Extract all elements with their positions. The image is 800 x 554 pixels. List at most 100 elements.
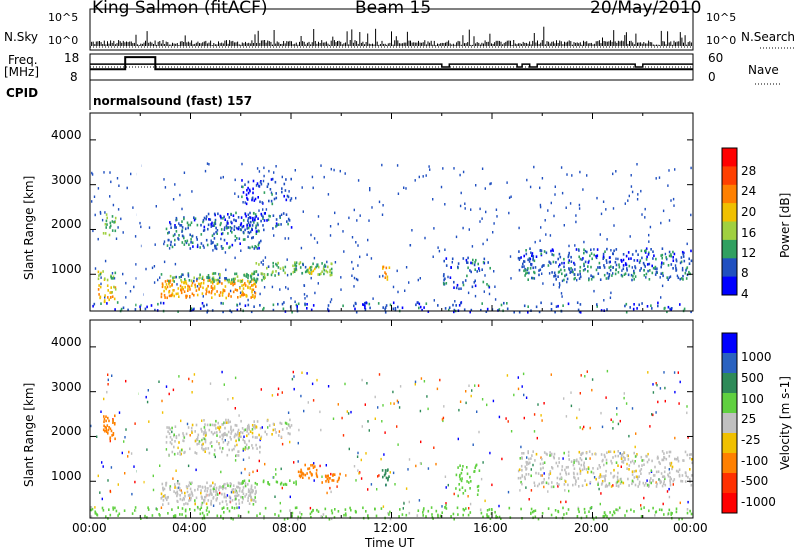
power-cell [178, 276, 181, 279]
velocity-cell [222, 435, 224, 438]
power-cell [169, 243, 172, 247]
velocity-cell [526, 461, 529, 464]
power-cell [560, 292, 563, 295]
velocity-cell [131, 492, 133, 496]
velocity-cell [461, 477, 463, 480]
velocity-cell [608, 483, 610, 487]
velocity-cell [221, 433, 224, 437]
power-cell [242, 219, 245, 222]
velocity-cell [650, 481, 652, 485]
power-cell [174, 262, 177, 266]
velocity-cell [560, 500, 562, 504]
power-cell [184, 240, 187, 243]
power-cell [382, 204, 384, 207]
power-cell [164, 186, 167, 189]
velocity-cell [202, 433, 205, 436]
power-cell [570, 267, 572, 270]
power-cell [453, 286, 455, 289]
power-cell [241, 290, 244, 293]
velocity-cell [431, 513, 433, 516]
velocity-cell [143, 480, 145, 484]
velocity-cell [513, 393, 515, 397]
velocity-cell [160, 492, 163, 496]
power-cell [612, 252, 614, 255]
power-cell [561, 295, 563, 298]
power-cell [340, 288, 342, 291]
power-cell [168, 281, 170, 284]
power-cell [285, 213, 288, 216]
power-cell [223, 238, 226, 242]
power-cell [190, 238, 192, 241]
power-cell [247, 246, 250, 249]
power-cell [208, 163, 210, 166]
power-cell [610, 249, 612, 252]
power-cell [382, 267, 384, 270]
power-cell [445, 264, 448, 267]
power-cell [644, 216, 646, 219]
power-cell [453, 280, 455, 284]
power-cell [279, 216, 281, 219]
power-cell [326, 260, 328, 264]
power-cell [404, 289, 406, 292]
power-cell [266, 219, 268, 222]
velocity-cell [677, 457, 679, 461]
velocity-cell [166, 426, 168, 429]
velocity-cell [527, 462, 530, 466]
velocity-cell [385, 483, 387, 487]
power-cell [234, 272, 236, 276]
power-cell [325, 269, 327, 273]
power-cell [322, 267, 325, 271]
power-cell [558, 265, 560, 268]
velocity-cell [390, 402, 392, 405]
velocity-cell [613, 450, 616, 454]
velocity-cell [361, 378, 363, 382]
power-cell [227, 226, 230, 229]
velocity-cell [602, 458, 604, 462]
velocity-cell [195, 496, 198, 500]
power-cell [102, 270, 104, 273]
power-cell [230, 310, 233, 314]
power-cell [213, 224, 216, 227]
power-cell [170, 240, 172, 244]
velocity-cell [103, 417, 106, 421]
velocity-cell [617, 450, 619, 453]
velocity-cell [610, 418, 612, 421]
velocity-cell [123, 509, 126, 512]
velocity-cell [459, 477, 462, 481]
velocity-cell [231, 499, 234, 502]
velocity-cell [243, 439, 246, 443]
power-cell [681, 266, 684, 270]
velocity-cell [193, 508, 196, 512]
power-cell [636, 198, 639, 201]
velocity-cell [260, 388, 262, 391]
power-cell [110, 296, 112, 299]
power-cell [160, 301, 162, 305]
power-cell [249, 189, 251, 193]
velocity-cell [201, 501, 204, 505]
power-cell [384, 271, 386, 274]
velocity-cell [244, 484, 247, 488]
velocity-cell [686, 508, 689, 511]
velocity-cell [134, 506, 137, 509]
power-cell [579, 303, 582, 306]
velocity-cell [626, 509, 628, 513]
velocity-cell [224, 426, 226, 430]
power-cell [631, 266, 633, 269]
velocity-cell [595, 452, 597, 456]
velocity-cell [222, 487, 224, 491]
power-cell [323, 175, 325, 179]
power-cell [575, 248, 578, 251]
power-cell [273, 234, 275, 237]
power-cell [196, 277, 198, 281]
power-cell [418, 306, 420, 310]
velocity-cell [249, 494, 252, 497]
velocity-cell [669, 483, 672, 487]
velocity-cell [527, 451, 529, 455]
power-cell [579, 257, 582, 261]
power-cell [625, 254, 628, 258]
velocity-cell [224, 433, 226, 436]
power-cell [208, 290, 210, 294]
power-cell [242, 191, 245, 194]
power-cell [462, 283, 465, 287]
velocity-cell [526, 463, 528, 466]
